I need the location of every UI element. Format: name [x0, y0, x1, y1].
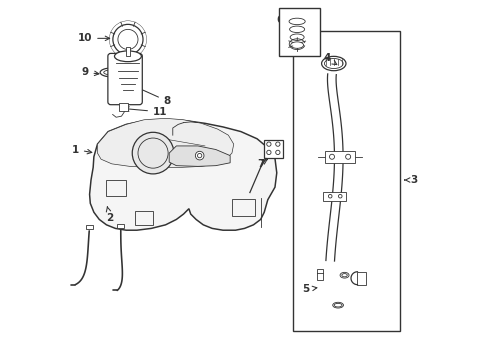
Circle shape: [138, 138, 168, 168]
Text: 10: 10: [78, 33, 109, 43]
Bar: [117, 224, 124, 228]
Text: 4: 4: [323, 53, 336, 64]
Bar: [231, 199, 255, 216]
Bar: [357, 272, 366, 285]
Ellipse shape: [114, 51, 141, 62]
Text: 7: 7: [256, 159, 266, 169]
Polygon shape: [89, 120, 276, 230]
Text: 6: 6: [275, 15, 288, 26]
Text: 9: 9: [81, 67, 99, 77]
Polygon shape: [169, 146, 230, 166]
Text: 2: 2: [106, 207, 113, 222]
Circle shape: [197, 153, 202, 158]
Polygon shape: [97, 118, 233, 167]
Circle shape: [113, 24, 142, 54]
Bar: [135, 211, 153, 225]
Bar: [119, 103, 127, 111]
Bar: [85, 225, 93, 229]
Bar: [264, 140, 282, 158]
Bar: [106, 180, 126, 196]
Text: 3: 3: [404, 175, 417, 185]
Circle shape: [195, 151, 203, 160]
Ellipse shape: [100, 68, 123, 77]
Text: 1: 1: [71, 144, 92, 154]
Bar: [323, 192, 346, 201]
Bar: [324, 151, 355, 163]
Bar: [125, 47, 130, 56]
Text: 11: 11: [124, 107, 167, 117]
Bar: [316, 269, 322, 280]
Bar: [278, 8, 319, 56]
Bar: [292, 31, 400, 330]
Text: 8: 8: [135, 86, 171, 106]
FancyBboxPatch shape: [108, 53, 142, 105]
Circle shape: [132, 132, 174, 174]
Text: 5: 5: [302, 284, 316, 294]
